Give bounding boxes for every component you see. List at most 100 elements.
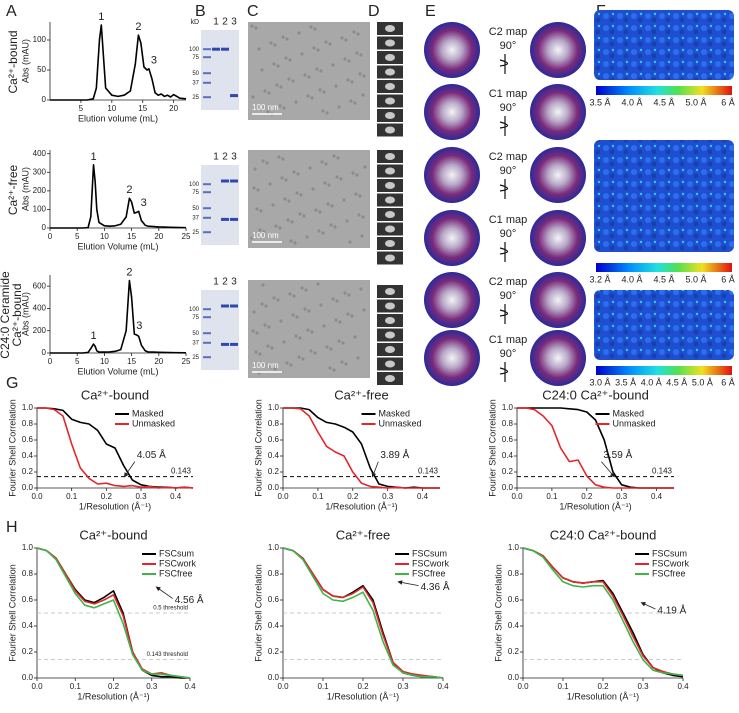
y-tick-label: 0.8 <box>22 419 34 428</box>
particle <box>357 213 361 217</box>
x-tick-label: 0.2 <box>581 492 593 501</box>
x-tick-label: 0.4 <box>184 682 196 691</box>
panel-letter: A <box>6 3 17 20</box>
particle <box>316 48 320 52</box>
particle <box>281 157 285 161</box>
particle <box>318 210 322 214</box>
axes <box>49 275 186 354</box>
micrograph <box>248 150 370 248</box>
y-axis-label: Fourier Shell Correlation <box>487 399 497 497</box>
particle <box>294 334 298 338</box>
gel-marker-label: 25 <box>192 355 199 361</box>
rotation-arrow <box>499 54 509 74</box>
x-tick-label: 0.1 <box>66 492 78 501</box>
particle <box>324 40 328 44</box>
particle <box>261 159 265 163</box>
y-tick-label: 0.6 <box>508 595 520 604</box>
particle <box>350 80 354 84</box>
particle <box>309 349 313 353</box>
particle <box>284 56 288 60</box>
legend-label: FSCfree <box>652 568 686 578</box>
gel-band <box>230 94 238 98</box>
series-line <box>522 547 684 677</box>
y-axis-label: Fourier Shell Correlation <box>253 564 263 662</box>
y-axis-label: Abs (mAU) <box>20 167 30 211</box>
particle <box>287 77 291 81</box>
chart-title: Ca²⁺-free <box>334 387 389 402</box>
x-tick-label: 0.3 <box>616 492 628 501</box>
particle <box>329 347 333 351</box>
y-tick-label: 0.2 <box>508 647 520 656</box>
series-line <box>282 547 444 679</box>
peak-label: 3 <box>136 320 142 332</box>
particle <box>250 24 254 28</box>
scale-bar-label: 100 nm <box>252 231 279 240</box>
particle <box>281 35 285 39</box>
particle <box>343 57 347 61</box>
y-tick-label: 0.6 <box>268 435 280 444</box>
particle <box>307 309 311 313</box>
particle <box>320 160 324 164</box>
particle <box>254 26 258 30</box>
particle <box>289 363 293 367</box>
gel-marker-label: 75 <box>192 315 199 321</box>
particle <box>259 209 263 213</box>
particle <box>261 283 265 287</box>
ladder-band <box>203 216 211 219</box>
y-tick-label: 0.6 <box>22 595 34 604</box>
particle <box>273 367 277 371</box>
y-tick-label: 0.2 <box>268 467 280 476</box>
x-tick-label: 0.0 <box>277 682 289 691</box>
gel-marker-label: 50 <box>192 331 199 337</box>
particle <box>258 228 262 232</box>
colorbar <box>596 263 732 272</box>
colorbar-label: 4.5 Å <box>653 274 674 284</box>
annotation: 3.59 Å <box>603 448 632 461</box>
particle <box>278 104 282 108</box>
particle <box>260 68 264 72</box>
x-tick-label: 10 <box>107 104 116 113</box>
particle <box>262 230 266 234</box>
particle <box>331 63 335 67</box>
particle <box>334 84 338 88</box>
gel-lane-label: 3 <box>231 152 237 163</box>
y-tick-label: 0.0 <box>268 483 280 492</box>
ladder-band <box>203 341 211 344</box>
particle <box>331 297 335 301</box>
gel-marker-label: 100 <box>189 182 200 188</box>
map-top-view <box>530 210 586 266</box>
particle <box>321 231 325 235</box>
gel-lane-label: 2 <box>222 152 228 163</box>
particle <box>271 203 275 207</box>
particle <box>286 218 290 222</box>
gel-marker-label: 50 <box>192 71 199 77</box>
ladder-band <box>203 81 211 84</box>
x-tick-label: 0.2 <box>101 492 113 501</box>
particle <box>266 110 270 114</box>
y-tick-label: 0.0 <box>22 673 34 682</box>
class-average-particle <box>385 211 395 218</box>
gel-marker-label: 75 <box>192 55 199 61</box>
class-average-particle <box>385 182 395 189</box>
particle <box>327 183 331 187</box>
series-line <box>37 407 194 489</box>
threshold-label: 0.143 threshold <box>147 652 188 658</box>
legend-label: FSCsum <box>412 548 447 558</box>
y-tick-label: 0 <box>42 223 47 232</box>
y-tick-label: 0.8 <box>268 569 280 578</box>
particle <box>299 193 303 197</box>
particle <box>285 37 289 41</box>
particle <box>338 320 342 324</box>
particle <box>328 366 332 370</box>
annotation-arrow <box>640 602 656 610</box>
x-tick-label: 0.4 <box>437 682 449 691</box>
x-axis-label: Elution Volume (mL) <box>77 366 158 376</box>
series-line <box>50 24 187 101</box>
particle <box>359 53 363 57</box>
particle <box>333 225 337 229</box>
panel-letter: C <box>247 3 259 20</box>
panel-letter: D <box>368 3 380 20</box>
particle <box>351 171 355 175</box>
legend-label: Unmasked <box>132 418 175 428</box>
y-tick-label: 0.4 <box>22 451 34 460</box>
